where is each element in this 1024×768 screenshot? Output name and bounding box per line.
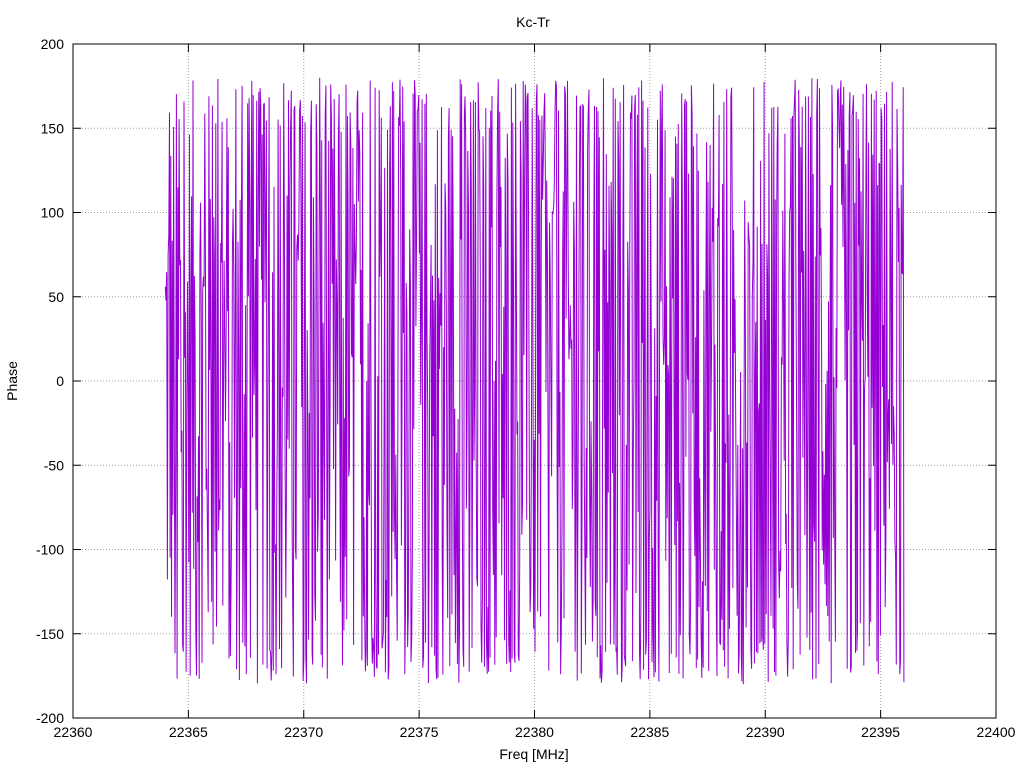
y-tick-label: 0	[56, 373, 64, 389]
x-tick-label: 22395	[861, 724, 900, 740]
y-axis-label: Phase	[4, 361, 20, 401]
x-tick-label: 22390	[746, 724, 785, 740]
y-tick-label: 100	[41, 205, 65, 221]
y-tick-label: 150	[41, 120, 65, 136]
y-tick-label: -200	[36, 710, 64, 726]
axis-ticks	[72, 43, 997, 719]
y-tick-label: -100	[36, 542, 64, 558]
x-axis-label: Freq [MHz]	[499, 746, 568, 762]
x-tick-label: 22370	[284, 724, 323, 740]
chart-title: Kc-Tr	[516, 14, 550, 30]
y-tick-label: -150	[36, 626, 64, 642]
y-tick-labels: -200 -150 -100 -50 0 50 100 150 200	[36, 36, 64, 726]
x-tick-label: 22400	[977, 724, 1016, 740]
x-tick-label: 22375	[400, 724, 439, 740]
x-tick-label: 22365	[169, 724, 208, 740]
series-line	[164, 77, 905, 685]
y-tick-label: -50	[44, 457, 64, 473]
y-tick-label: 50	[48, 289, 64, 305]
y-tick-label: 200	[41, 36, 65, 52]
x-tick-label: 22360	[54, 724, 93, 740]
x-tick-label: 22380	[515, 724, 554, 740]
series-phase	[164, 77, 905, 685]
x-tick-label: 22385	[630, 724, 669, 740]
x-tick-labels: 22360 22365 22370 22375 22380 22385 22390 22395…	[54, 724, 1016, 740]
